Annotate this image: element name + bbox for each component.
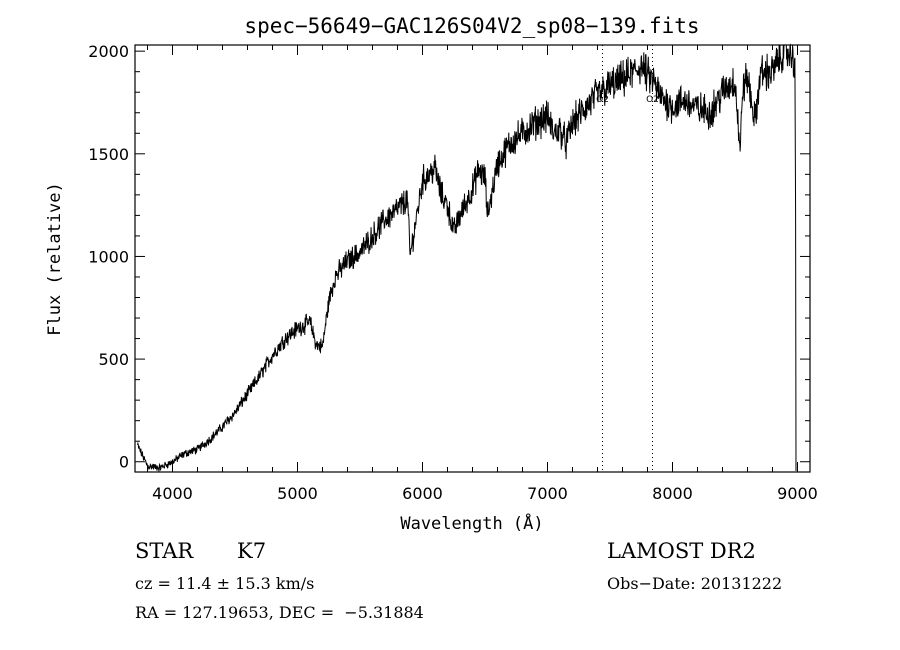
y-axis-label: Flux (relative) <box>45 182 65 336</box>
y-tick-label: 0 <box>119 453 129 472</box>
object-type: STAR <box>135 539 194 563</box>
spectrum-line <box>137 43 797 472</box>
x-tick-label: 7000 <box>527 484 568 503</box>
y-tick-label: 1000 <box>88 247 129 266</box>
x-tick-label: 4000 <box>152 484 193 503</box>
y-axis: 0 500 1000 1500 2000 <box>88 42 810 472</box>
x-tick-label: 8000 <box>652 484 693 503</box>
y-tick-label: 500 <box>98 350 129 369</box>
x-tick-label: 6000 <box>402 484 443 503</box>
x-tick-label: 5000 <box>277 484 318 503</box>
survey-name: LAMOST DR2 <box>607 539 756 563</box>
telluric-label: O2 <box>646 95 659 105</box>
y-tick-label: 1500 <box>88 145 129 164</box>
y-tick-label: 2000 <box>88 42 129 61</box>
telluric-lines: O2 O2 <box>596 45 659 472</box>
object-class: K7 <box>237 539 267 563</box>
x-tick-label: 9000 <box>777 484 818 503</box>
coordinates: RA = 127.19653, DEC = −5.31884 <box>135 603 424 622</box>
x-axis: 4000 5000 6000 7000 8000 9000 <box>147 45 818 503</box>
redshift-info: cz = 11.4 ± 15.3 km/s <box>135 574 315 593</box>
telluric-label: O2 <box>596 95 609 105</box>
x-axis-label: Wavelength (Å) <box>400 512 543 534</box>
observation-date: Obs−Date: 20131222 <box>607 574 783 593</box>
chart-title: spec−56649−GAC126S04V2_sp08−139.fits <box>244 14 699 38</box>
